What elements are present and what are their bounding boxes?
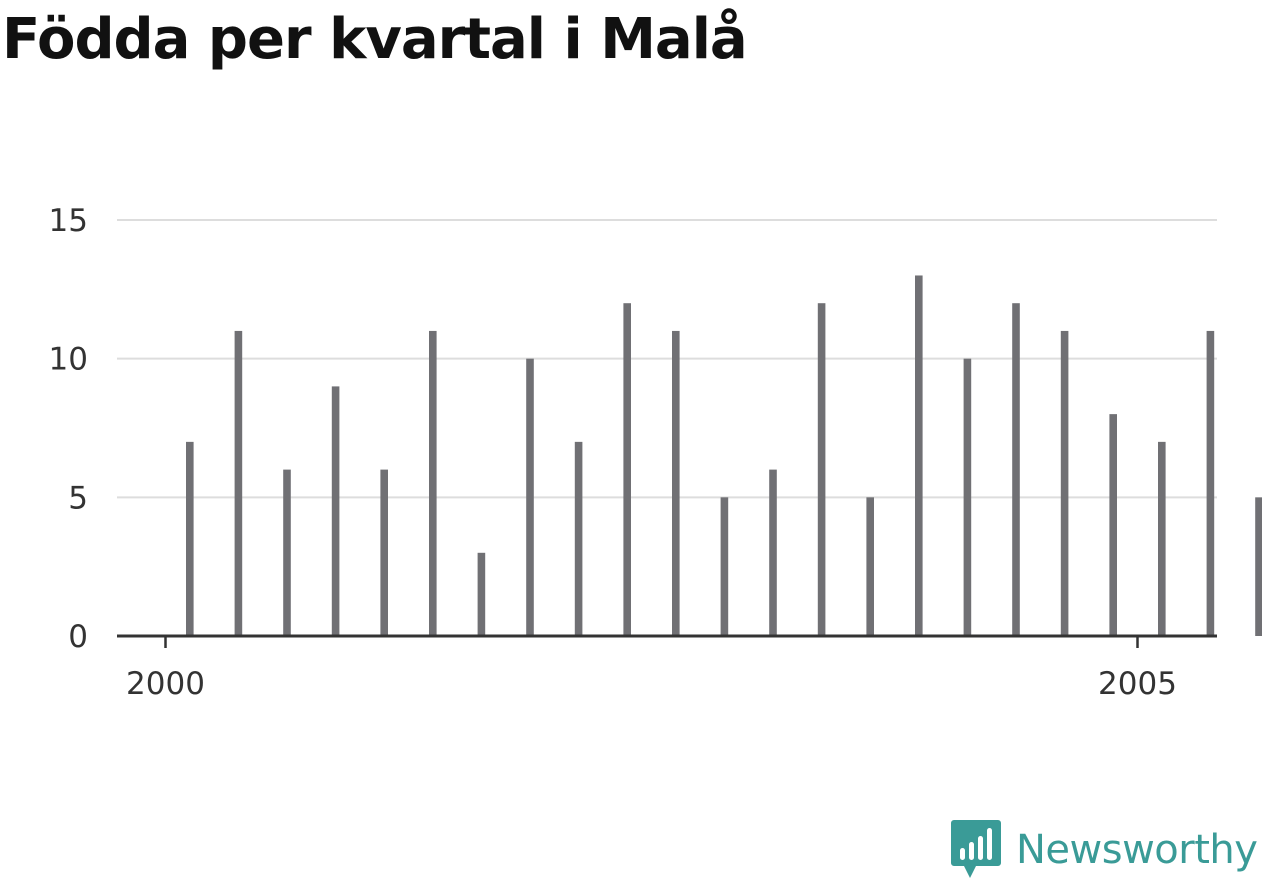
bar (1158, 441, 1166, 636)
chart-title: Födda per kvartal i Malå (2, 7, 748, 72)
bar (1060, 330, 1069, 636)
bar (1206, 330, 1215, 636)
bar (1255, 497, 1262, 636)
bar (186, 441, 194, 636)
brand-logo[interactable]: Newsworthy (950, 818, 1258, 882)
bar (866, 497, 874, 636)
bar (283, 469, 291, 636)
y-tick-label: 5 (68, 480, 88, 516)
bar (769, 469, 777, 636)
bar (817, 303, 826, 636)
bar (963, 358, 972, 636)
y-tick-label: 0 (68, 619, 88, 655)
bar (915, 275, 923, 636)
bar (331, 386, 340, 636)
bar (1012, 303, 1020, 636)
bar (526, 358, 534, 636)
bar (429, 330, 437, 636)
bar (477, 552, 486, 636)
bar (234, 330, 243, 636)
bar (623, 303, 631, 636)
y-tick-label: 10 (49, 342, 88, 378)
brand-name: Newsworthy (1016, 827, 1258, 873)
bar (672, 330, 680, 636)
x-tick-label: 2000 (126, 666, 205, 702)
y-tick-label: 15 (49, 203, 88, 239)
bar (574, 441, 583, 636)
bar (380, 469, 388, 636)
newsworthy-logo-icon (951, 820, 1001, 878)
x-tick-label: 2005 (1098, 666, 1177, 702)
bar (1109, 414, 1117, 636)
bar (720, 497, 729, 636)
